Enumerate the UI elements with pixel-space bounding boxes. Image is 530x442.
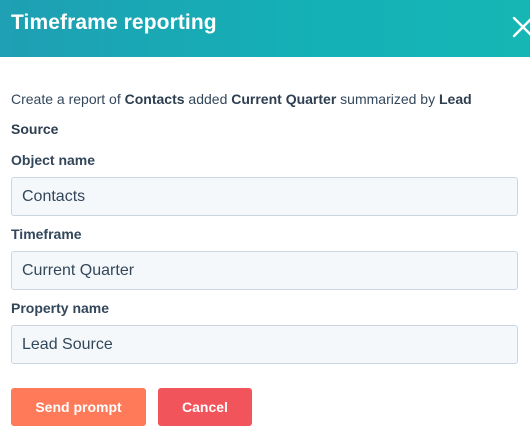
description-suffix: summarized by bbox=[336, 91, 439, 107]
description-prefix: Create a report of bbox=[11, 91, 125, 107]
dialog-header: Timeframe reporting bbox=[0, 0, 530, 57]
description-property: Lead Source bbox=[11, 91, 472, 137]
close-icon bbox=[512, 16, 530, 38]
property-name-label: Property name bbox=[11, 300, 110, 316]
dialog-title: Timeframe reporting bbox=[11, 11, 217, 34]
object-name-input[interactable] bbox=[11, 177, 518, 216]
send-prompt-button[interactable]: Send prompt bbox=[11, 388, 146, 426]
description-middle: added bbox=[184, 91, 232, 107]
object-name-label: Object name bbox=[11, 152, 96, 168]
timeframe-input[interactable] bbox=[11, 251, 518, 290]
description-timeframe: Current Quarter bbox=[231, 91, 337, 107]
timeframe-label: Timeframe bbox=[11, 226, 82, 242]
cancel-button[interactable]: Cancel bbox=[158, 388, 252, 426]
description-object: Contacts bbox=[124, 91, 185, 107]
report-description: Create a report of Contacts added Curren… bbox=[11, 84, 516, 144]
property-name-input[interactable] bbox=[11, 325, 518, 364]
close-button[interactable] bbox=[508, 12, 530, 40]
